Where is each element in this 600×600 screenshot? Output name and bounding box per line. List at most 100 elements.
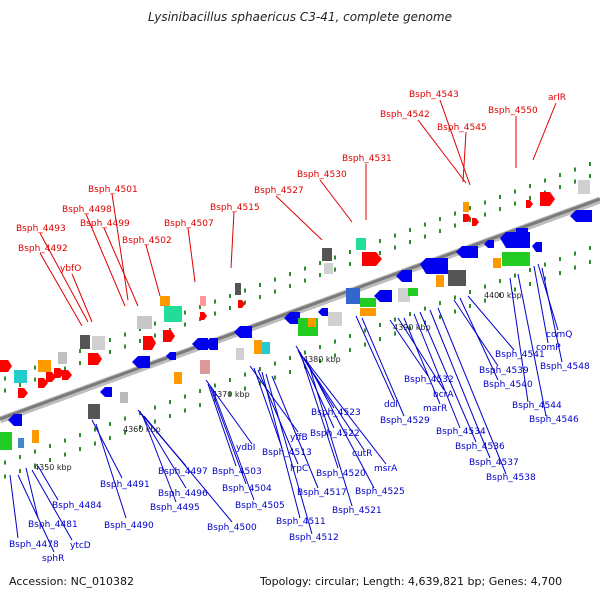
label-Bsph_4492[interactable]: Bsph_4492 xyxy=(18,244,68,254)
fwd-gene-box[interactable] xyxy=(235,283,241,295)
label-cutR[interactable]: cutR xyxy=(352,449,372,459)
rev-arrow[interactable] xyxy=(192,338,208,350)
label-Bsph_4540[interactable]: Bsph_4540 xyxy=(483,380,533,390)
rev-gene-box[interactable] xyxy=(408,288,418,296)
fwd-arrow[interactable] xyxy=(18,388,28,398)
fwd-arrow[interactable] xyxy=(540,192,555,206)
rev-arrow[interactable] xyxy=(532,242,542,252)
label-Bsph_4532[interactable]: Bsph_4532 xyxy=(404,375,454,385)
rev-arrow[interactable] xyxy=(234,326,252,338)
label-Bsph_4545[interactable]: Bsph_4545 xyxy=(437,123,487,133)
fwd-gene-box[interactable] xyxy=(356,238,366,250)
label-Bsph_4501[interactable]: Bsph_4501 xyxy=(88,185,138,195)
fwd-arrow[interactable] xyxy=(143,336,156,350)
label-Bsph_4544[interactable]: Bsph_4544 xyxy=(512,401,562,411)
fwd-gene-box[interactable] xyxy=(14,370,27,383)
fwd-arrow[interactable] xyxy=(88,353,102,365)
label-Bsph_4534[interactable]: Bsph_4534 xyxy=(436,427,486,437)
label-Bsph_4499[interactable]: Bsph_4499 xyxy=(80,219,130,229)
rev-arrow[interactable] xyxy=(100,387,112,397)
label-marR[interactable]: marR xyxy=(423,404,447,414)
label-Bsph_4495[interactable]: Bsph_4495 xyxy=(150,503,200,513)
label-comQ[interactable]: comQ xyxy=(546,330,572,340)
fwd-gene-box[interactable] xyxy=(80,335,90,349)
fwd-gene-box[interactable] xyxy=(324,263,333,274)
fwd-gene-box[interactable] xyxy=(38,360,51,372)
fwd-gene-box[interactable] xyxy=(92,336,105,350)
label-Bsph_4503[interactable]: Bsph_4503 xyxy=(212,467,262,477)
label-comP[interactable]: comP xyxy=(536,343,561,353)
fwd-gene-box[interactable] xyxy=(200,296,206,306)
label-lrpC[interactable]: lrpC xyxy=(290,464,308,474)
label-Bsph_4478[interactable]: Bsph_4478 xyxy=(9,540,59,550)
fwd-arrow[interactable] xyxy=(54,368,64,378)
rev-arrow[interactable] xyxy=(456,246,478,258)
fwd-gene-box[interactable] xyxy=(160,296,170,306)
rev-gene-box[interactable] xyxy=(328,312,342,326)
fwd-gene-box[interactable] xyxy=(58,352,67,364)
fwd-gene-box[interactable] xyxy=(322,248,332,261)
rev-arrow[interactable] xyxy=(284,312,300,324)
label-Bsph_4527[interactable]: Bsph_4527 xyxy=(254,186,304,196)
rev-arrow[interactable] xyxy=(132,356,150,368)
fwd-arrow[interactable] xyxy=(362,252,382,266)
label-yffB[interactable]: yffB xyxy=(290,433,308,443)
rev-gene-box[interactable] xyxy=(174,372,182,384)
label-bcrA[interactable]: bcrA xyxy=(433,390,454,400)
fwd-arrow[interactable] xyxy=(472,218,479,226)
rev-gene-box[interactable] xyxy=(200,360,210,374)
rev-arrow[interactable] xyxy=(396,270,412,282)
label-Bsph_4511[interactable]: Bsph_4511 xyxy=(276,517,326,527)
fwd-arrow[interactable] xyxy=(38,378,48,388)
fwd-arrow[interactable] xyxy=(200,312,207,320)
rev-arrow[interactable] xyxy=(420,258,448,274)
label-ydbI[interactable]: ydbI xyxy=(236,443,255,453)
label-Bsph_4522[interactable]: Bsph_4522 xyxy=(310,429,360,439)
rev-gene-box[interactable] xyxy=(448,270,466,286)
label-Bsph_4537[interactable]: Bsph_4537 xyxy=(469,458,519,468)
label-Bsph_4490[interactable]: Bsph_4490 xyxy=(104,521,154,531)
rev-gene-box[interactable] xyxy=(360,308,376,316)
rev-arrow[interactable] xyxy=(166,352,176,360)
label-Bsph_4542[interactable]: Bsph_4542 xyxy=(380,110,430,120)
label-Bsph_4529[interactable]: Bsph_4529 xyxy=(380,416,430,426)
rev-arrow[interactable] xyxy=(570,210,592,222)
fwd-gene-box[interactable] xyxy=(164,306,182,322)
rev-arrow[interactable] xyxy=(204,338,218,350)
label-Bsph_4525[interactable]: Bsph_4525 xyxy=(355,487,405,497)
rev-gene-box[interactable] xyxy=(398,288,410,302)
label-Bsph_4498[interactable]: Bsph_4498 xyxy=(62,205,112,215)
label-Bsph_4539[interactable]: Bsph_4539 xyxy=(479,366,529,376)
label-Bsph_4550[interactable]: Bsph_4550 xyxy=(488,106,538,116)
fwd-arrow[interactable] xyxy=(163,330,175,342)
fwd-arrow[interactable] xyxy=(0,360,12,372)
rev-gene-box[interactable] xyxy=(254,340,262,354)
label-Bsph_4505[interactable]: Bsph_4505 xyxy=(235,501,285,511)
label-Bsph_4515[interactable]: Bsph_4515 xyxy=(210,203,260,213)
label-Bsph_4531[interactable]: Bsph_4531 xyxy=(342,154,392,164)
label-Bsph_4517[interactable]: Bsph_4517 xyxy=(297,488,347,498)
fwd-gene-box[interactable] xyxy=(578,180,590,194)
rev-gene-box[interactable] xyxy=(360,298,376,307)
label-Bsph_4484[interactable]: Bsph_4484 xyxy=(52,501,102,511)
label-msrA[interactable]: msrA xyxy=(374,464,398,474)
fwd-arrow[interactable] xyxy=(463,214,471,222)
label-Bsph_4521[interactable]: Bsph_4521 xyxy=(332,506,382,516)
label-Bsph_4497[interactable]: Bsph_4497 xyxy=(158,467,208,477)
label-Bsph_4502[interactable]: Bsph_4502 xyxy=(122,236,172,246)
label-ddl[interactable]: ddl xyxy=(384,400,398,410)
fwd-gene-box[interactable] xyxy=(137,316,152,329)
label-ybfO[interactable]: ybfO xyxy=(60,264,81,274)
rev-gene-box[interactable] xyxy=(516,228,528,238)
label-Bsph_4493[interactable]: Bsph_4493 xyxy=(16,224,66,234)
rev-arrow[interactable] xyxy=(8,414,22,426)
rev-gene-box[interactable] xyxy=(18,438,24,448)
label-Bsph_4523[interactable]: Bsph_4523 xyxy=(311,408,361,418)
rev-gene-box[interactable] xyxy=(32,430,39,443)
label-Bsph_4481[interactable]: Bsph_4481 xyxy=(28,520,78,530)
rev-gene-box[interactable] xyxy=(502,252,530,266)
fwd-arrow[interactable] xyxy=(526,200,533,208)
fwd-arrow[interactable] xyxy=(238,300,245,308)
rev-arrow[interactable] xyxy=(484,240,494,248)
rev-arrow[interactable] xyxy=(374,290,392,302)
